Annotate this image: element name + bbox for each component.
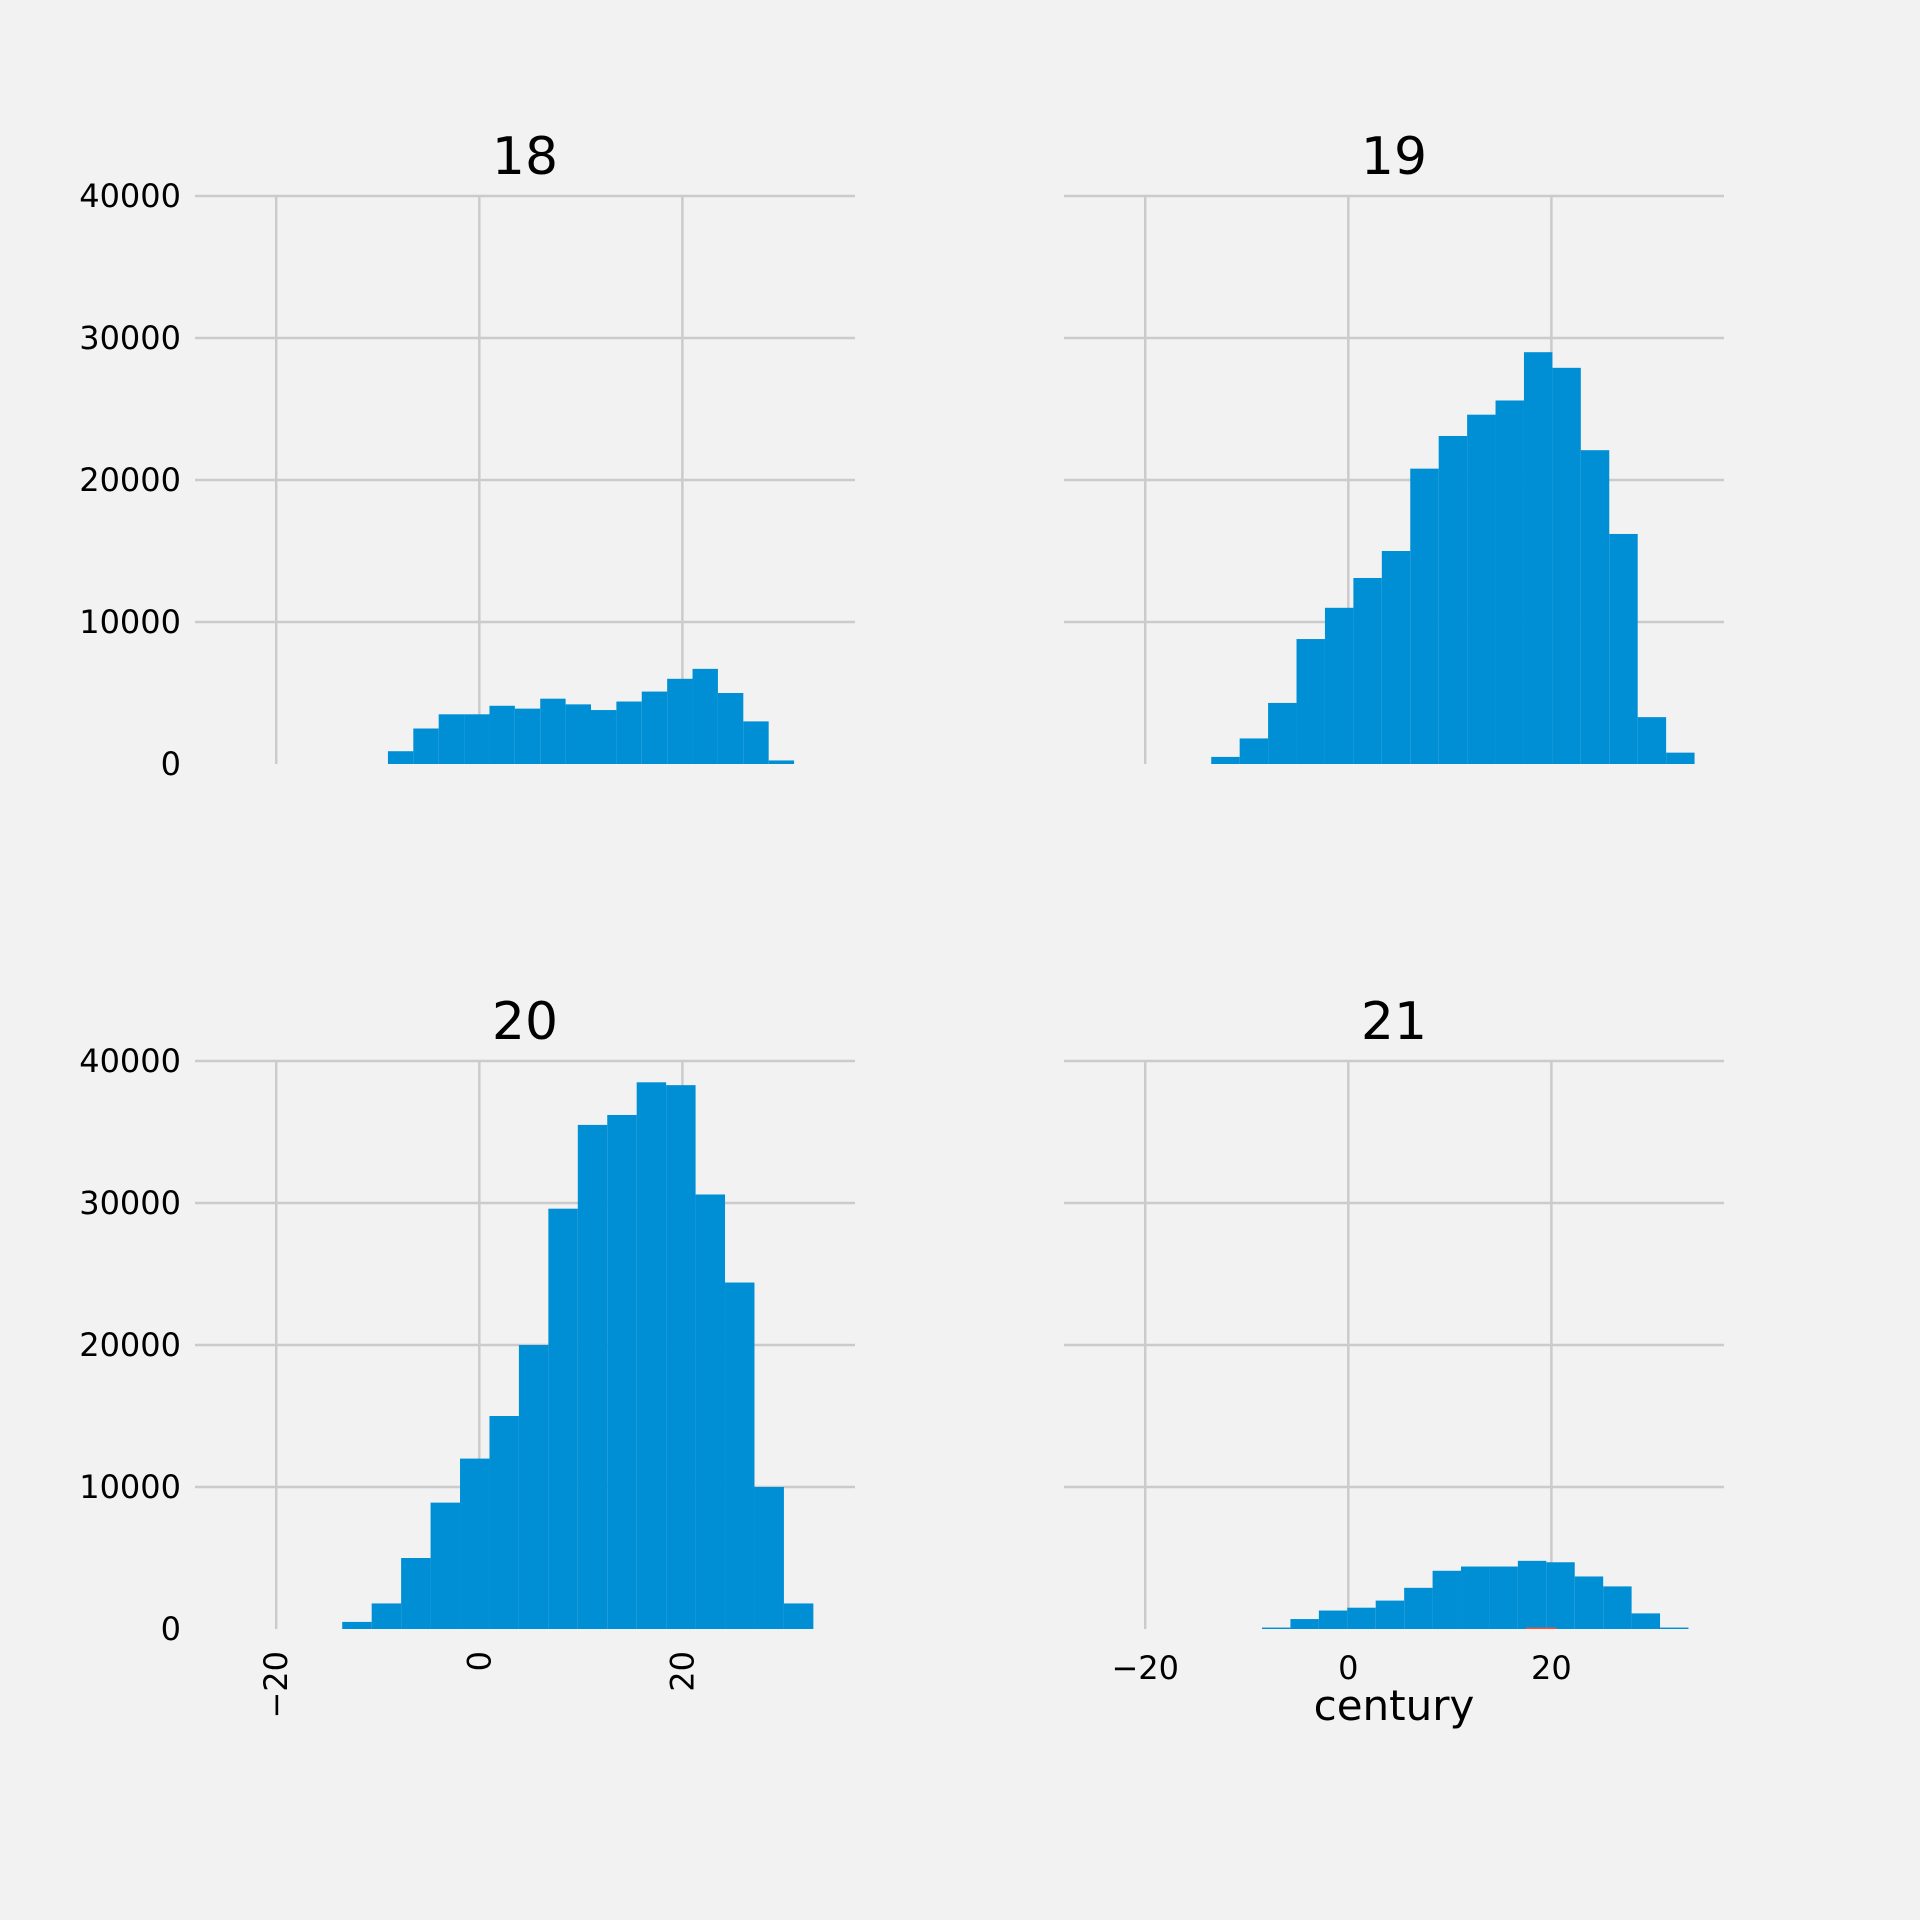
x-axis-label: century	[1314, 1681, 1475, 1730]
histogram-bar	[1461, 1566, 1490, 1629]
y-tick-label: 10000	[79, 603, 181, 641]
histogram-bar	[342, 1621, 372, 1629]
histogram-bar	[413, 728, 439, 764]
histogram-bar	[438, 714, 465, 764]
histogram-bar	[387, 751, 414, 764]
histogram-bar	[518, 1345, 549, 1629]
histogram-bar	[1290, 1619, 1319, 1629]
histogram-bar	[1268, 702, 1297, 764]
histogram-bar	[1410, 468, 1439, 764]
histogram-bar	[1666, 752, 1695, 764]
histogram-bar	[743, 721, 769, 764]
x-tick-label: 0	[1338, 1649, 1358, 1687]
histogram-bar	[1347, 1607, 1376, 1629]
histogram-bar	[607, 1114, 637, 1629]
histogram-bar	[1353, 577, 1382, 764]
x-tick-label: 0	[460, 1651, 498, 1671]
histogram-bar	[1211, 756, 1240, 764]
panel-21: −20 0 20 21	[1064, 992, 1724, 1687]
histogram-bar	[616, 701, 642, 764]
histogram-bar	[768, 760, 795, 764]
histogram-bar	[565, 704, 591, 764]
histogram-bar	[1296, 639, 1325, 764]
y-tick-label: 40000	[79, 177, 181, 215]
histogram-bar	[514, 708, 541, 764]
x-tick-label: 20	[1531, 1649, 1572, 1687]
histogram-bar	[430, 1502, 461, 1629]
histogram-bar	[371, 1603, 402, 1629]
histogram-bar	[1603, 1586, 1632, 1629]
histogram-bar	[1546, 1562, 1575, 1629]
x-tick-label: −20	[257, 1651, 295, 1719]
histogram-bar	[1381, 551, 1411, 764]
y-tick-label: 0	[161, 745, 181, 783]
histogram-bar	[641, 691, 668, 764]
histogram-bar	[783, 1603, 814, 1629]
histogram-bar	[1660, 1627, 1689, 1629]
histogram-bar	[636, 1082, 667, 1629]
y-tick-label: 30000	[79, 319, 181, 357]
histogram-bar	[1574, 1576, 1604, 1629]
histogram-bar	[1631, 1613, 1661, 1629]
panel-18: 0 10000 20000 30000 40000 18	[79, 127, 855, 783]
histogram-bar	[548, 1208, 578, 1629]
histogram-bar	[1404, 1587, 1433, 1629]
x-tick-label: 20	[663, 1651, 701, 1692]
histogram-bar	[667, 678, 693, 764]
histogram-bar	[1438, 435, 1468, 764]
histogram-bar	[401, 1558, 431, 1629]
y-tick-label: 20000	[79, 1326, 181, 1364]
histogram-bar	[717, 693, 744, 764]
panel-19: 19	[1064, 127, 1724, 764]
histogram-bar	[692, 668, 718, 764]
x-tick-label: −20	[1111, 1649, 1179, 1687]
panel-title: 18	[492, 127, 558, 187]
panel-title: 21	[1361, 992, 1427, 1052]
histogram-bar	[1609, 533, 1638, 764]
histogram-bar	[1637, 717, 1667, 764]
histogram-bar	[464, 714, 490, 764]
histogram-bar	[695, 1194, 726, 1629]
histogram-bar	[1239, 738, 1269, 764]
y-tick-label: 30000	[79, 1184, 181, 1222]
histogram-bar	[1552, 367, 1581, 764]
panel-20: 0 10000 20000 30000 40000 −20 0 20 20	[79, 992, 855, 1719]
panel-title: 20	[492, 992, 558, 1052]
y-tick-label: 20000	[79, 461, 181, 499]
histogram-bar	[1324, 607, 1354, 764]
y-tick-label: 40000	[79, 1042, 181, 1080]
y-tick-label: 10000	[79, 1468, 181, 1506]
histogram-bar	[1495, 400, 1524, 764]
histogram-bar	[540, 698, 566, 764]
histogram-bar	[1517, 1560, 1547, 1629]
histogram-bar	[1432, 1570, 1462, 1629]
histogram-bar	[489, 1416, 519, 1629]
histogram-bar	[1262, 1627, 1291, 1629]
histogram-bar	[577, 1124, 608, 1629]
histogram-bar-minor	[1526, 1627, 1557, 1629]
histogram-bar	[1489, 1566, 1518, 1629]
histogram-bar	[1467, 414, 1496, 764]
histogram-bar	[1523, 352, 1553, 764]
histogram-bar	[460, 1458, 490, 1629]
histogram-bar	[1318, 1610, 1348, 1629]
histogram-bar	[754, 1487, 784, 1629]
y-tick-label: 0	[161, 1610, 181, 1648]
panels: 0 10000 20000 30000 40000 18 19 0 10000 20000 3000…	[79, 127, 1724, 1719]
histogram-bar	[1580, 450, 1610, 764]
panel-title: 19	[1361, 127, 1427, 187]
histogram-bar	[489, 705, 515, 764]
histogram-bar	[591, 710, 617, 764]
histogram-bar	[666, 1085, 696, 1629]
histogram-bar	[725, 1282, 755, 1629]
histogram-bar	[1375, 1600, 1405, 1629]
